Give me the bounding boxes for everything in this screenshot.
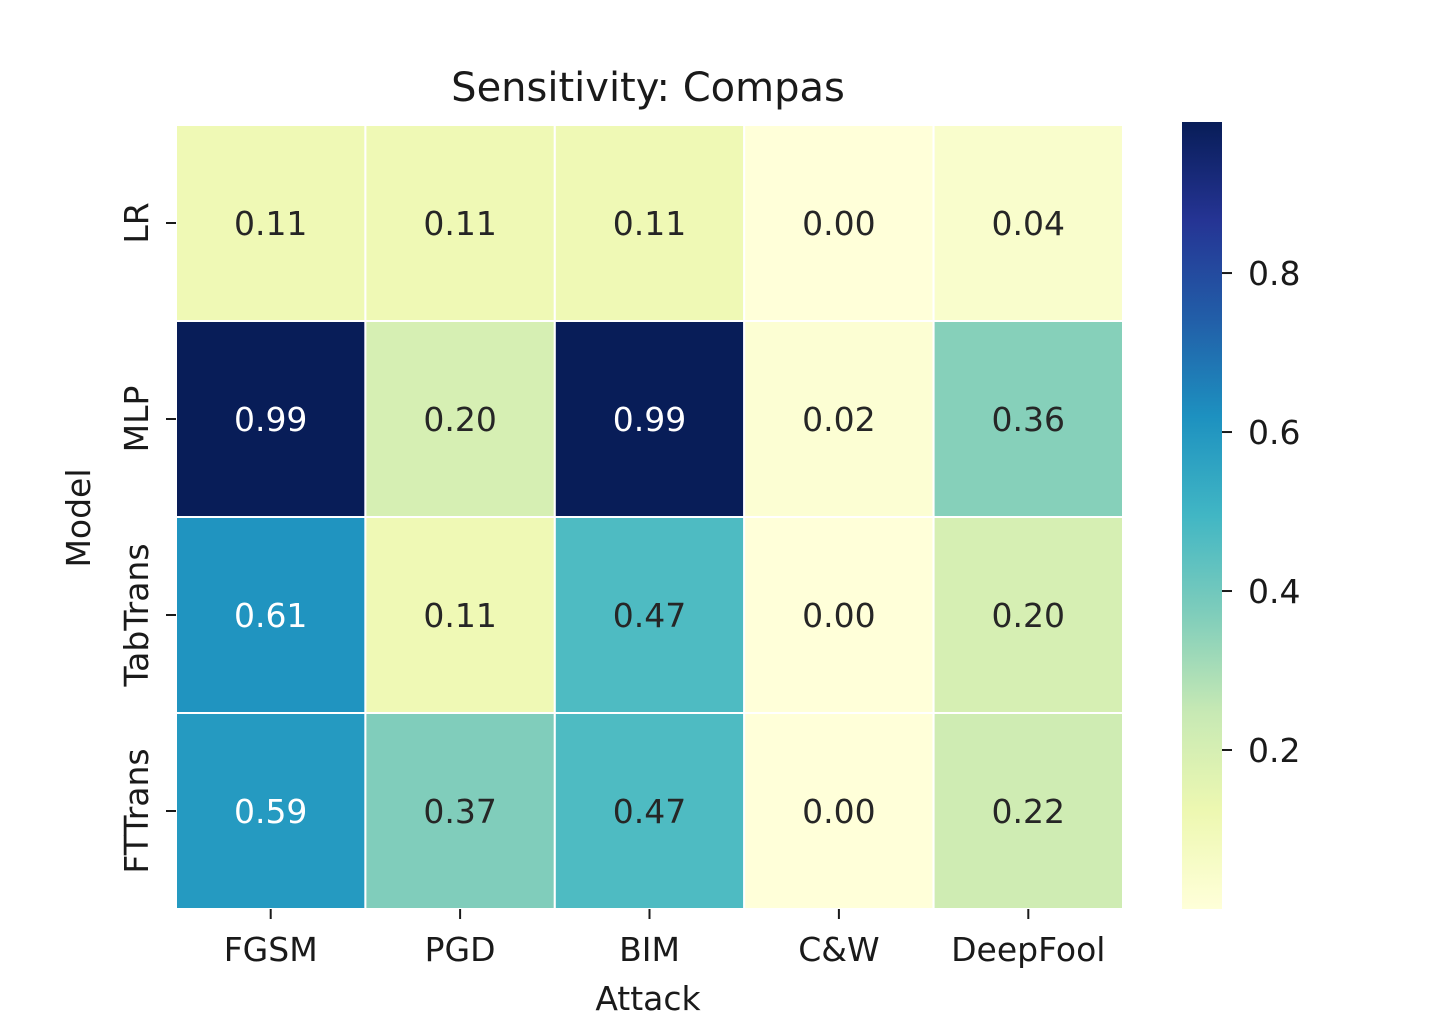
cell-value-label: 0.99: [234, 400, 307, 439]
heatmap-cell: [932, 516, 1124, 714]
heatmap-cell: [553, 320, 746, 518]
heatmap-cell: [932, 124, 1124, 322]
heatmap-cell: [743, 124, 935, 322]
x-tick-label: C&W: [798, 930, 879, 969]
cell-value-label: 0.36: [992, 400, 1065, 439]
heatmap-cell: [175, 320, 367, 518]
cell-value-label: 0.11: [423, 204, 496, 243]
heatmap-cell: [175, 124, 367, 322]
y-axis: LR MLP TabTrans FTTrans: [117, 202, 176, 874]
heatmap-cell: [932, 712, 1124, 910]
cell-value-label: 0.20: [992, 596, 1065, 635]
cell-value-label: 0.11: [234, 204, 307, 243]
colorbar: 0.2 0.4 0.6 0.8: [1182, 122, 1300, 909]
cell-value-label: 0.00: [802, 204, 875, 243]
x-axis-label: Attack: [595, 979, 701, 1018]
heatmap-cell: [553, 124, 746, 322]
x-tick-label: PGD: [425, 930, 496, 969]
colorbar-gradient: [1182, 122, 1222, 909]
heatmap-cells: 0.11 0.11 0.11 0.00 0.04 0.99 0.20 0.99 0.02 0.36…: [175, 124, 1124, 910]
cell-value-label: 0.22: [992, 792, 1065, 831]
y-axis-label: Model: [59, 468, 98, 567]
cell-value-label: 0.11: [613, 204, 686, 243]
x-tick-label: FGSM: [224, 930, 318, 969]
y-tick-label: TabTrans: [117, 543, 156, 687]
heatmap-cell: [364, 516, 556, 714]
cell-value-label: 0.37: [423, 792, 496, 831]
y-tick-label: FTTrans: [117, 748, 156, 873]
cell-value-label: 0.00: [802, 596, 875, 635]
heatmap-cell: [743, 516, 935, 714]
heatmap-cell: [364, 124, 556, 322]
colorbar-tick-label: 0.6: [1248, 413, 1300, 452]
cell-value-label: 0.04: [992, 204, 1065, 243]
x-axis: FGSM PGD BIM C&W DeepFool: [224, 909, 1105, 969]
cell-value-label: 0.99: [613, 400, 686, 439]
cell-value-label: 0.00: [802, 792, 875, 831]
cell-value-label: 0.47: [613, 792, 686, 831]
cell-value-label: 0.59: [234, 792, 307, 831]
chart-title: Sensitivity: Compas: [451, 65, 845, 111]
colorbar-tick-label: 0.4: [1248, 572, 1300, 611]
heatmap-cell: [553, 516, 746, 714]
heatmap-cell: [553, 712, 746, 910]
x-tick-label: BIM: [619, 930, 680, 969]
colorbar-tick-label: 0.8: [1248, 254, 1300, 293]
heatmap-cell: [743, 712, 935, 910]
heatmap-cell: [932, 320, 1124, 518]
cell-value-label: 0.11: [423, 596, 496, 635]
cell-value-label: 0.02: [802, 400, 875, 439]
cell-value-label: 0.20: [423, 400, 496, 439]
y-tick-label: MLP: [117, 386, 156, 453]
colorbar-ticks: 0.2 0.4 0.6 0.8: [1222, 254, 1300, 770]
x-tick-label: DeepFool: [951, 930, 1105, 969]
cell-value-label: 0.47: [613, 596, 686, 635]
cell-value-label: 0.61: [234, 596, 307, 635]
colorbar-tick-label: 0.2: [1248, 731, 1300, 770]
y-tick-label: LR: [117, 202, 156, 243]
heatmap-cell: [364, 712, 556, 910]
